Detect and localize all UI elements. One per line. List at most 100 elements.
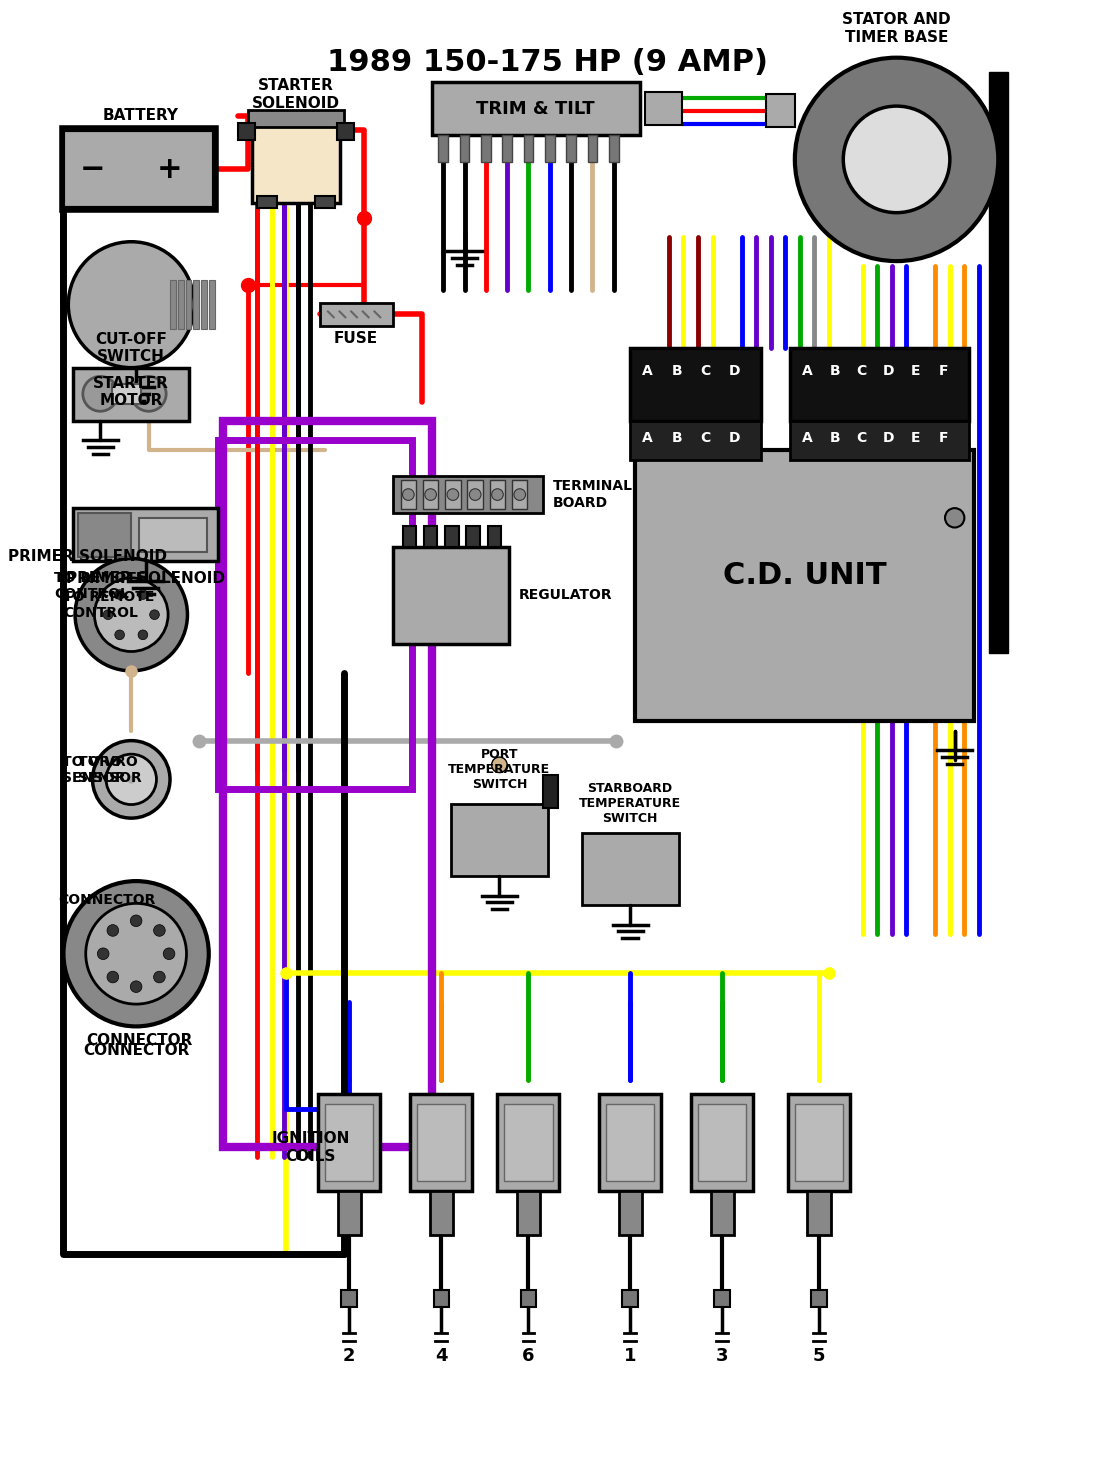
- FancyBboxPatch shape: [766, 94, 795, 127]
- Text: 1989 150-175 HP (9 AMP): 1989 150-175 HP (9 AMP): [328, 48, 768, 77]
- FancyBboxPatch shape: [504, 1105, 552, 1182]
- FancyBboxPatch shape: [430, 1191, 453, 1235]
- FancyBboxPatch shape: [788, 1094, 850, 1191]
- FancyBboxPatch shape: [446, 526, 459, 546]
- Text: CONNECTOR: CONNECTOR: [58, 894, 156, 907]
- Circle shape: [95, 579, 168, 652]
- FancyBboxPatch shape: [460, 136, 470, 162]
- FancyBboxPatch shape: [711, 1191, 734, 1235]
- Text: +: +: [157, 155, 183, 184]
- Circle shape: [492, 489, 504, 500]
- Circle shape: [86, 903, 187, 1004]
- Text: BATTERY: BATTERY: [103, 108, 179, 123]
- FancyBboxPatch shape: [400, 481, 416, 508]
- Circle shape: [92, 741, 170, 818]
- FancyBboxPatch shape: [417, 1105, 465, 1182]
- FancyBboxPatch shape: [487, 526, 502, 546]
- Circle shape: [139, 590, 147, 599]
- FancyBboxPatch shape: [790, 421, 969, 460]
- FancyBboxPatch shape: [795, 1105, 844, 1182]
- Text: 3: 3: [716, 1347, 728, 1365]
- FancyBboxPatch shape: [238, 123, 255, 140]
- FancyBboxPatch shape: [524, 136, 534, 162]
- FancyBboxPatch shape: [623, 1290, 638, 1308]
- FancyBboxPatch shape: [338, 1191, 361, 1235]
- FancyBboxPatch shape: [73, 368, 189, 421]
- FancyBboxPatch shape: [178, 281, 184, 329]
- Text: STATOR AND
TIMER BASE: STATOR AND TIMER BASE: [843, 12, 950, 45]
- Circle shape: [130, 915, 142, 926]
- Text: 4: 4: [434, 1347, 448, 1365]
- Text: 2: 2: [343, 1347, 355, 1365]
- Text: E: E: [911, 364, 921, 377]
- Text: CUT-OFF
SWITCH: CUT-OFF SWITCH: [96, 332, 167, 364]
- Text: C: C: [701, 364, 711, 377]
- Text: D: D: [729, 364, 740, 377]
- Circle shape: [492, 757, 507, 773]
- FancyBboxPatch shape: [566, 136, 576, 162]
- Text: TRIM & TILT: TRIM & TILT: [476, 99, 595, 117]
- Circle shape: [844, 107, 949, 213]
- Text: C: C: [857, 431, 867, 446]
- Circle shape: [68, 241, 195, 368]
- FancyBboxPatch shape: [517, 1191, 540, 1235]
- Text: STARTER
SOLENOID: STARTER SOLENOID: [252, 79, 340, 111]
- Circle shape: [107, 925, 119, 937]
- Text: A: A: [802, 364, 813, 377]
- Circle shape: [114, 590, 124, 599]
- FancyBboxPatch shape: [490, 481, 505, 508]
- FancyBboxPatch shape: [451, 804, 548, 877]
- FancyBboxPatch shape: [73, 508, 219, 561]
- Text: C: C: [857, 364, 867, 377]
- Text: CONNECTOR: CONNECTOR: [86, 1033, 192, 1049]
- FancyBboxPatch shape: [433, 1290, 449, 1308]
- Circle shape: [106, 754, 156, 805]
- Text: 6: 6: [522, 1347, 535, 1365]
- FancyBboxPatch shape: [424, 526, 438, 546]
- FancyBboxPatch shape: [606, 1105, 654, 1182]
- FancyBboxPatch shape: [497, 1094, 560, 1191]
- FancyBboxPatch shape: [989, 72, 1008, 653]
- FancyBboxPatch shape: [422, 481, 439, 508]
- Text: −: −: [80, 155, 106, 184]
- FancyBboxPatch shape: [393, 546, 509, 644]
- Text: 5: 5: [813, 1347, 825, 1365]
- Circle shape: [154, 972, 165, 983]
- FancyBboxPatch shape: [209, 281, 214, 329]
- FancyBboxPatch shape: [186, 281, 191, 329]
- Text: C.D. UNIT: C.D. UNIT: [723, 561, 887, 590]
- FancyBboxPatch shape: [410, 1094, 472, 1191]
- FancyBboxPatch shape: [714, 1290, 730, 1308]
- Circle shape: [945, 508, 965, 527]
- Circle shape: [514, 489, 526, 500]
- Text: CONNECTOR: CONNECTOR: [82, 1043, 189, 1058]
- FancyBboxPatch shape: [64, 130, 213, 207]
- FancyBboxPatch shape: [194, 281, 199, 329]
- FancyBboxPatch shape: [403, 526, 416, 546]
- FancyBboxPatch shape: [393, 476, 543, 513]
- Circle shape: [163, 948, 175, 960]
- FancyBboxPatch shape: [316, 196, 334, 207]
- Text: D: D: [883, 364, 894, 377]
- FancyBboxPatch shape: [807, 1191, 830, 1235]
- Text: A: A: [642, 364, 653, 377]
- FancyBboxPatch shape: [439, 136, 448, 162]
- FancyBboxPatch shape: [630, 348, 761, 421]
- Circle shape: [131, 377, 166, 411]
- FancyBboxPatch shape: [544, 136, 554, 162]
- Text: TO REMOTE
CONTROL: TO REMOTE CONTROL: [64, 590, 155, 619]
- FancyBboxPatch shape: [691, 1094, 754, 1191]
- FancyBboxPatch shape: [320, 302, 393, 326]
- Circle shape: [154, 925, 165, 937]
- FancyBboxPatch shape: [587, 136, 597, 162]
- FancyBboxPatch shape: [252, 126, 340, 203]
- Text: TO VRO
SENSOR: TO VRO SENSOR: [62, 754, 125, 785]
- FancyBboxPatch shape: [512, 481, 528, 508]
- FancyBboxPatch shape: [698, 1105, 747, 1182]
- Text: STARTER
MOTOR: STARTER MOTOR: [94, 375, 169, 408]
- Text: TO REMOTE
CONTROL: TO REMOTE CONTROL: [54, 571, 145, 600]
- FancyBboxPatch shape: [257, 196, 276, 207]
- FancyBboxPatch shape: [543, 774, 558, 808]
- Text: IGNITION
COILS: IGNITION COILS: [272, 1131, 350, 1164]
- Text: B: B: [829, 431, 840, 446]
